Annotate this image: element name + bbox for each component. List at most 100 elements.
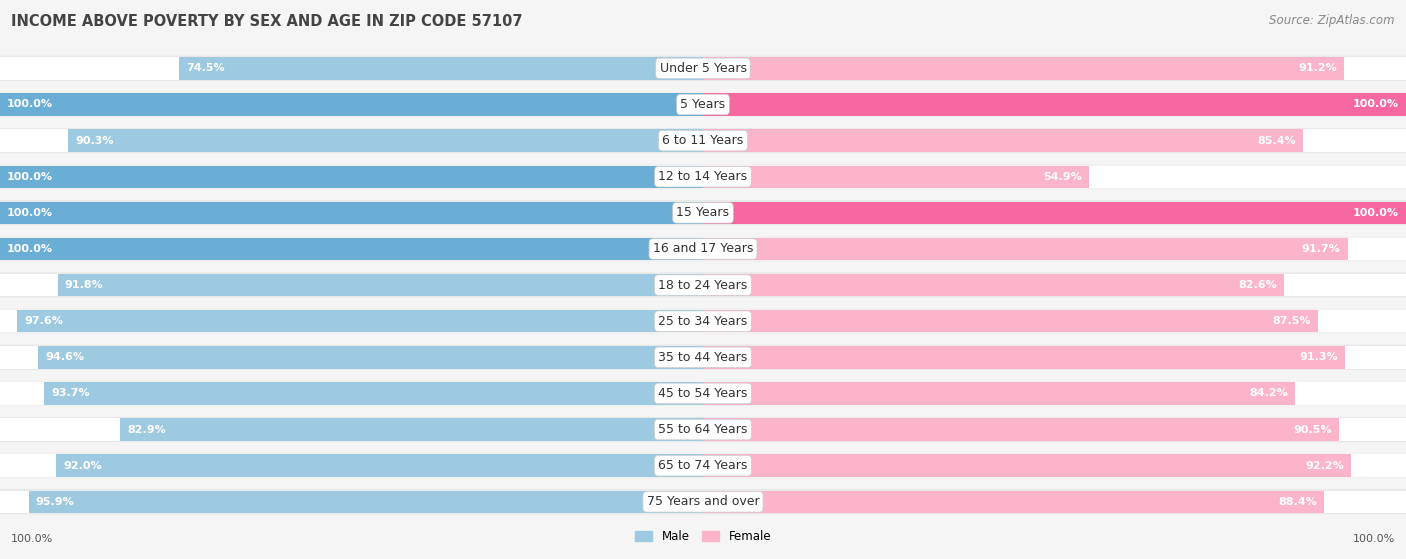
Bar [0, 491, 703, 513]
Bar [703, 346, 1406, 368]
Bar [0, 165, 703, 188]
Text: 84.2%: 84.2% [1249, 389, 1288, 399]
Bar [0, 93, 703, 116]
Text: 94.6%: 94.6% [45, 352, 84, 362]
Text: 12 to 14 Years: 12 to 14 Years [658, 170, 748, 183]
Bar [703, 57, 1406, 79]
Bar [703, 454, 1351, 477]
Bar [44, 382, 703, 405]
Text: 100.0%: 100.0% [1353, 100, 1399, 110]
Text: 35 to 44 Years: 35 to 44 Years [658, 351, 748, 364]
Text: 55 to 64 Years: 55 to 64 Years [658, 423, 748, 436]
Bar [703, 274, 1406, 296]
FancyBboxPatch shape [0, 92, 1406, 117]
Bar [0, 202, 703, 224]
Text: INCOME ABOVE POVERTY BY SEX AND AGE IN ZIP CODE 57107: INCOME ABOVE POVERTY BY SEX AND AGE IN Z… [11, 14, 523, 29]
Bar [703, 238, 1348, 260]
Bar [703, 418, 1340, 440]
Bar [703, 491, 1324, 513]
FancyBboxPatch shape [0, 56, 1406, 81]
Bar [0, 274, 703, 296]
Bar [703, 418, 1406, 440]
Bar [0, 238, 703, 260]
Text: 74.5%: 74.5% [186, 63, 225, 73]
Text: 92.2%: 92.2% [1305, 461, 1344, 471]
Bar [56, 454, 703, 477]
Text: Under 5 Years: Under 5 Years [659, 62, 747, 75]
FancyBboxPatch shape [0, 128, 1406, 153]
Bar [0, 454, 703, 477]
Text: 90.3%: 90.3% [76, 136, 114, 145]
Legend: Male, Female: Male, Female [630, 525, 776, 547]
Text: 25 to 34 Years: 25 to 34 Years [658, 315, 748, 328]
Text: 91.7%: 91.7% [1302, 244, 1341, 254]
Bar [703, 238, 1406, 260]
Text: 91.2%: 91.2% [1298, 63, 1337, 73]
Text: 91.8%: 91.8% [65, 280, 104, 290]
Text: 90.5%: 90.5% [1294, 425, 1333, 434]
Bar [703, 274, 1284, 296]
Text: 95.9%: 95.9% [35, 497, 75, 507]
FancyBboxPatch shape [0, 453, 1406, 479]
Bar [703, 165, 1090, 188]
Text: 18 to 24 Years: 18 to 24 Years [658, 278, 748, 292]
Text: 100.0%: 100.0% [7, 208, 53, 218]
FancyBboxPatch shape [0, 236, 1406, 262]
Bar [0, 202, 703, 224]
Text: 65 to 74 Years: 65 to 74 Years [658, 459, 748, 472]
Bar [703, 130, 1406, 152]
Bar [0, 165, 703, 188]
Text: 88.4%: 88.4% [1278, 497, 1317, 507]
Bar [0, 346, 703, 368]
Text: 93.7%: 93.7% [51, 389, 90, 399]
Bar [38, 346, 703, 368]
Bar [703, 310, 1406, 333]
Text: 100.0%: 100.0% [7, 244, 53, 254]
Text: 85.4%: 85.4% [1258, 136, 1296, 145]
FancyBboxPatch shape [0, 309, 1406, 334]
Bar [28, 491, 703, 513]
Text: 15 Years: 15 Years [676, 206, 730, 219]
Bar [703, 491, 1406, 513]
FancyBboxPatch shape [0, 381, 1406, 406]
Text: 100.0%: 100.0% [7, 172, 53, 182]
Text: 100.0%: 100.0% [7, 100, 53, 110]
Bar [703, 130, 1303, 152]
Bar [0, 57, 703, 79]
Text: Source: ZipAtlas.com: Source: ZipAtlas.com [1270, 14, 1395, 27]
Text: 5 Years: 5 Years [681, 98, 725, 111]
Bar [703, 202, 1406, 224]
Text: 92.0%: 92.0% [63, 461, 101, 471]
FancyBboxPatch shape [0, 164, 1406, 190]
Text: 82.6%: 82.6% [1237, 280, 1277, 290]
Bar [703, 382, 1406, 405]
Text: 100.0%: 100.0% [11, 534, 53, 544]
FancyBboxPatch shape [0, 417, 1406, 442]
Bar [120, 418, 703, 440]
FancyBboxPatch shape [0, 489, 1406, 514]
Text: 91.3%: 91.3% [1299, 352, 1339, 362]
Bar [0, 93, 703, 116]
Text: 100.0%: 100.0% [1353, 208, 1399, 218]
Bar [180, 57, 703, 79]
Text: 75 Years and over: 75 Years and over [647, 495, 759, 508]
Bar [703, 57, 1344, 79]
Bar [0, 238, 703, 260]
Bar [703, 346, 1344, 368]
FancyBboxPatch shape [0, 345, 1406, 370]
Bar [0, 382, 703, 405]
Text: 6 to 11 Years: 6 to 11 Years [662, 134, 744, 147]
Bar [0, 418, 703, 440]
FancyBboxPatch shape [0, 272, 1406, 298]
Bar [703, 454, 1406, 477]
FancyBboxPatch shape [0, 200, 1406, 225]
Text: 54.9%: 54.9% [1043, 172, 1083, 182]
Bar [69, 130, 703, 152]
Text: 97.6%: 97.6% [24, 316, 63, 326]
Bar [703, 382, 1295, 405]
Bar [703, 202, 1406, 224]
Bar [703, 93, 1406, 116]
Text: 45 to 54 Years: 45 to 54 Years [658, 387, 748, 400]
Bar [17, 310, 703, 333]
Text: 16 and 17 Years: 16 and 17 Years [652, 243, 754, 255]
